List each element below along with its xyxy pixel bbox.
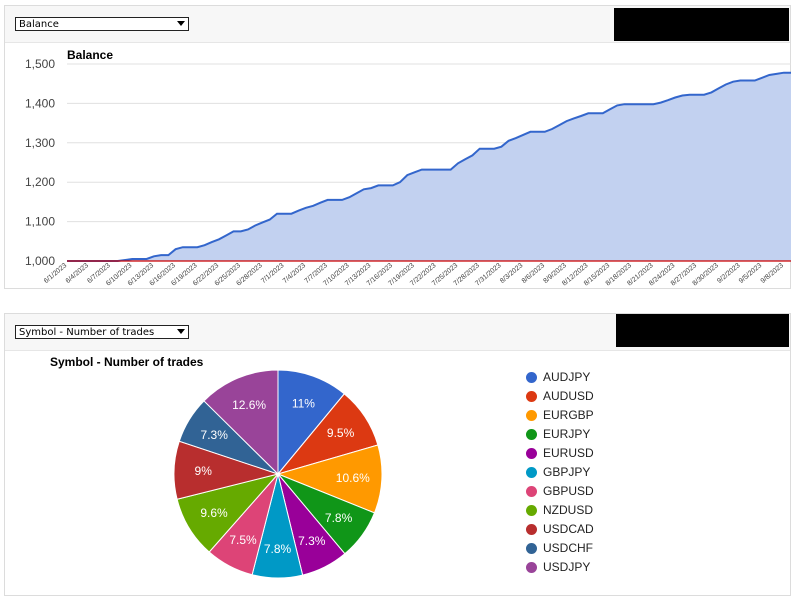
chevron-down-icon — [177, 21, 185, 26]
pie-slice-label: 11% — [292, 397, 315, 411]
balance-selector-value: Balance — [19, 19, 59, 30]
legend-label: USDCHF — [543, 541, 593, 555]
legend-swatch — [526, 447, 537, 459]
x-tick-label: 6/4/2023 — [65, 262, 90, 285]
legend-swatch — [526, 428, 537, 440]
pie-slice-label: 7.8% — [264, 542, 292, 556]
legend-item-audjpy[interactable]: AUDJPY — [526, 368, 590, 386]
legend-item-nzdusd[interactable]: NZDUSD — [526, 501, 593, 519]
legend-label: GBPUSD — [543, 484, 594, 498]
legend-swatch — [526, 371, 537, 383]
pie-slice-label: 9.6% — [200, 506, 228, 520]
legend-item-eurusd[interactable]: EURUSD — [526, 444, 594, 462]
x-tick-label: 9/5/2023 — [738, 262, 763, 285]
legend-swatch — [526, 466, 537, 478]
balance-line — [67, 71, 791, 262]
legend-item-eurjpy[interactable]: EURJPY — [526, 425, 590, 443]
pie-slice-label: 7.3% — [201, 428, 229, 442]
pie-slice-label: 12.6% — [232, 398, 266, 412]
trades-selector-value: Symbol - Number of trades — [19, 327, 155, 338]
legend-swatch — [526, 523, 537, 535]
chevron-down-icon — [177, 329, 185, 334]
y-tick-label: 1,400 — [25, 96, 55, 110]
balance-area — [67, 72, 791, 261]
x-tick-label: 8/3/2023 — [499, 262, 524, 285]
legend-swatch — [526, 485, 537, 497]
redacted-block — [614, 8, 789, 41]
pie-slice-label: 9% — [195, 464, 213, 478]
legend-label: GBPJPY — [543, 465, 591, 479]
legend-swatch — [526, 561, 537, 573]
y-tick-label: 1,300 — [25, 136, 55, 150]
y-tick-label: 1,500 — [25, 57, 55, 71]
x-tick-label: 9/8/2023 — [760, 262, 785, 285]
legend-swatch — [526, 542, 537, 554]
pie-slice-label: 9.5% — [327, 426, 355, 440]
x-tick-label: 9/2/2023 — [716, 262, 741, 285]
legend-label: AUDJPY — [543, 370, 591, 384]
pie-slice-usdjpy[interactable] — [203, 369, 279, 476]
legend-item-usdchf[interactable]: USDCHF — [526, 539, 593, 557]
x-tick-label: 7/1/2023 — [260, 262, 285, 285]
legend-label: EURUSD — [543, 446, 594, 460]
trades-panel: Symbol - Number of trades — [4, 313, 791, 596]
y-tick-label: 1,000 — [25, 254, 55, 268]
legend-label: EURJPY — [543, 427, 591, 441]
x-tick-label: 8/6/2023 — [521, 262, 546, 285]
y-tick-label: 1,200 — [25, 175, 55, 189]
pie-slice-eurgbp[interactable] — [276, 444, 383, 514]
legend-item-usdcad[interactable]: USDCAD — [526, 520, 594, 538]
legend-item-eurgbp[interactable]: EURGBP — [526, 406, 594, 424]
legend-swatch — [526, 409, 537, 421]
redacted-block — [616, 314, 789, 347]
legend-item-audusd[interactable]: AUDUSD — [526, 387, 594, 405]
trades-pie-chart: Symbol - Number of trades 11% 9.5% 10.6% 7.… — [50, 355, 383, 579]
legend-item-usdjpy[interactable]: USDJPY — [526, 558, 590, 576]
y-tick-label: 1,100 — [25, 215, 55, 229]
pie-slice-label: 7.3% — [298, 534, 326, 548]
balance-chart-title: Balance — [67, 48, 113, 62]
legend-label: NZDUSD — [543, 503, 593, 517]
legend-item-gbpjpy[interactable]: GBPJPY — [526, 463, 590, 481]
legend-label: USDJPY — [543, 560, 591, 574]
pie-chart-title: Symbol - Number of trades — [50, 355, 204, 369]
pie-slice-audjpy[interactable] — [277, 369, 345, 476]
pie-slice-label: 7.5% — [229, 533, 257, 547]
legend-label: AUDUSD — [543, 389, 594, 403]
legend-item-gbpusd[interactable]: GBPUSD — [526, 482, 594, 500]
pie-slice-label: 10.6% — [336, 471, 370, 485]
balance-chart-selector[interactable]: Balance — [15, 17, 189, 31]
balance-chart: Balance 1,000 1,100 1,200 1,300 1,400 1,500 6… — [25, 48, 791, 288]
pie-slice-label: 7.8% — [325, 511, 353, 525]
trades-chart-selector[interactable]: Symbol - Number of trades — [15, 325, 189, 339]
legend-swatch — [526, 390, 537, 402]
x-tick-label: 7/4/2023 — [282, 262, 307, 285]
legend-label: EURGBP — [543, 408, 594, 422]
legend-swatch — [526, 504, 537, 516]
legend-label: USDCAD — [543, 522, 594, 536]
